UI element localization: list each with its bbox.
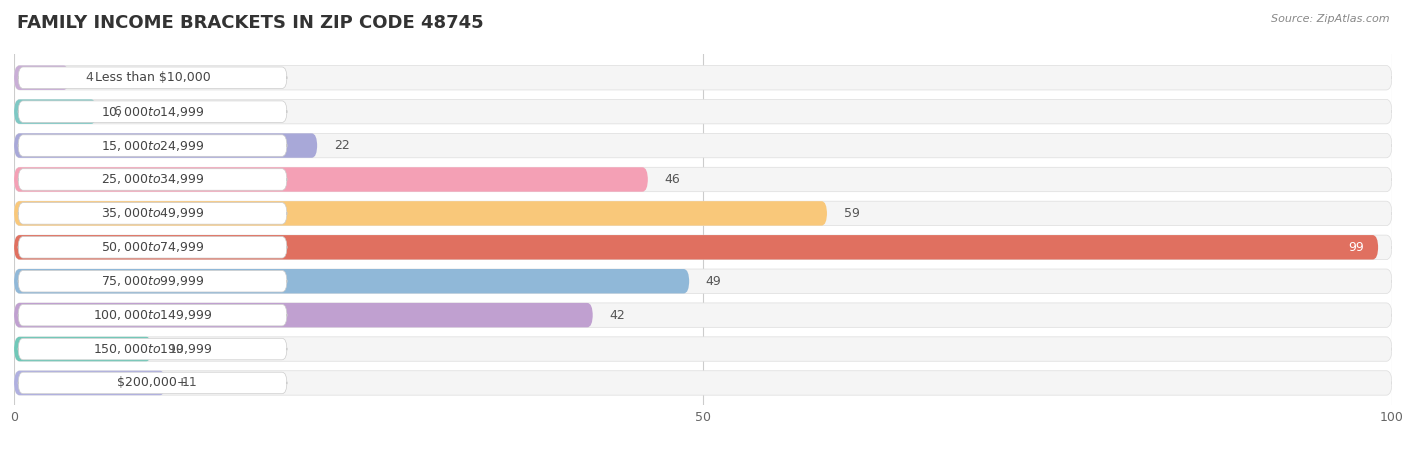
FancyBboxPatch shape <box>14 337 1392 361</box>
FancyBboxPatch shape <box>14 66 1392 90</box>
Text: Source: ZipAtlas.com: Source: ZipAtlas.com <box>1271 14 1389 23</box>
Text: 59: 59 <box>844 207 859 220</box>
FancyBboxPatch shape <box>14 201 1392 225</box>
FancyBboxPatch shape <box>14 201 827 225</box>
Text: $50,000 to $74,999: $50,000 to $74,999 <box>101 240 204 254</box>
FancyBboxPatch shape <box>18 101 287 122</box>
FancyBboxPatch shape <box>18 237 287 258</box>
Text: $10,000 to $14,999: $10,000 to $14,999 <box>101 105 204 119</box>
Text: $100,000 to $149,999: $100,000 to $149,999 <box>93 308 212 322</box>
FancyBboxPatch shape <box>18 304 287 326</box>
FancyBboxPatch shape <box>14 167 648 192</box>
Text: 49: 49 <box>706 274 721 288</box>
Text: 42: 42 <box>609 309 626 322</box>
Text: $25,000 to $34,999: $25,000 to $34,999 <box>101 172 204 186</box>
Text: $35,000 to $49,999: $35,000 to $49,999 <box>101 207 204 220</box>
FancyBboxPatch shape <box>14 303 1392 327</box>
Text: 99: 99 <box>1348 241 1364 254</box>
Text: $150,000 to $199,999: $150,000 to $199,999 <box>93 342 212 356</box>
Text: 11: 11 <box>183 377 198 389</box>
FancyBboxPatch shape <box>14 133 318 158</box>
FancyBboxPatch shape <box>18 67 287 89</box>
FancyBboxPatch shape <box>18 270 287 292</box>
Text: 46: 46 <box>665 173 681 186</box>
FancyBboxPatch shape <box>14 99 1392 124</box>
FancyBboxPatch shape <box>14 303 593 327</box>
FancyBboxPatch shape <box>14 133 1392 158</box>
FancyBboxPatch shape <box>14 235 1392 260</box>
FancyBboxPatch shape <box>18 338 287 360</box>
Text: $75,000 to $99,999: $75,000 to $99,999 <box>101 274 204 288</box>
FancyBboxPatch shape <box>14 235 1378 260</box>
Text: 22: 22 <box>333 139 350 152</box>
FancyBboxPatch shape <box>14 99 97 124</box>
FancyBboxPatch shape <box>14 269 689 293</box>
Text: FAMILY INCOME BRACKETS IN ZIP CODE 48745: FAMILY INCOME BRACKETS IN ZIP CODE 48745 <box>17 14 484 32</box>
Text: 4: 4 <box>86 71 94 84</box>
Text: $200,000+: $200,000+ <box>117 377 188 389</box>
FancyBboxPatch shape <box>18 169 287 190</box>
FancyBboxPatch shape <box>14 66 69 90</box>
FancyBboxPatch shape <box>14 337 152 361</box>
FancyBboxPatch shape <box>18 135 287 156</box>
FancyBboxPatch shape <box>14 269 1392 293</box>
FancyBboxPatch shape <box>14 371 1392 395</box>
FancyBboxPatch shape <box>14 371 166 395</box>
Text: 10: 10 <box>169 342 184 356</box>
FancyBboxPatch shape <box>18 372 287 394</box>
FancyBboxPatch shape <box>14 167 1392 192</box>
Text: Less than $10,000: Less than $10,000 <box>94 71 211 84</box>
FancyBboxPatch shape <box>18 202 287 224</box>
Text: $15,000 to $24,999: $15,000 to $24,999 <box>101 139 204 153</box>
Text: 6: 6 <box>114 105 121 118</box>
